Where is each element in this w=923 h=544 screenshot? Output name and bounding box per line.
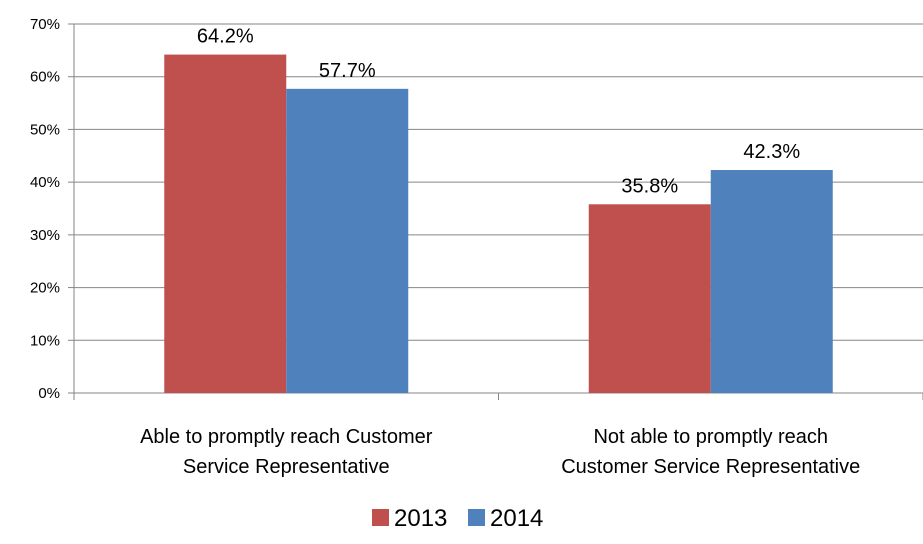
- legend: 2013 2014: [372, 505, 543, 532]
- data-label: 64.2%: [197, 26, 254, 48]
- legend-label: 2013: [394, 505, 447, 532]
- bar-2014-1: [286, 88, 409, 394]
- x-category-label: Able to promptly reach Customer: [140, 426, 433, 448]
- data-labels: 64.2% 57.7% 35.8% 42.3%: [197, 26, 800, 198]
- data-label: 42.3%: [743, 141, 800, 163]
- bars: [164, 54, 833, 394]
- x-category-label: Not able to promptly reach: [593, 426, 828, 448]
- bar-2013-2: [588, 204, 711, 393]
- bar-2014-2: [710, 170, 833, 393]
- y-tick-label: 70%: [30, 16, 60, 33]
- bar-2013-1: [164, 54, 287, 394]
- legend-swatch-2014: [468, 509, 485, 526]
- x-category-label: Service Representative: [183, 456, 390, 478]
- y-tick-label: 60%: [30, 69, 60, 86]
- legend-label: 2014: [490, 505, 543, 532]
- y-tick-label: 20%: [30, 280, 60, 297]
- y-tick-label: 40%: [30, 174, 60, 191]
- y-tick-label: 30%: [30, 227, 60, 244]
- x-category-label: Customer Service Representative: [561, 456, 860, 478]
- legend-swatch-2013: [372, 509, 389, 526]
- y-tick-label: 0%: [38, 385, 60, 402]
- y-tick-label: 10%: [30, 332, 60, 349]
- y-tick-label: 50%: [30, 121, 60, 138]
- data-label: 35.8%: [621, 175, 678, 197]
- data-label: 57.7%: [319, 60, 376, 82]
